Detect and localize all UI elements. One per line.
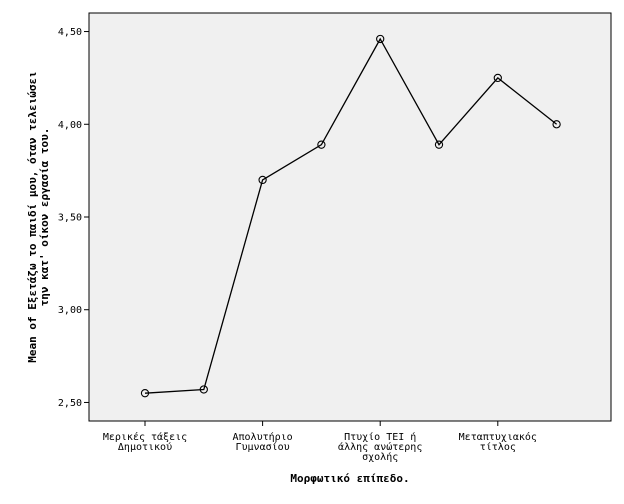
x-axis-title: Μορφωτικό επίπεδο. [290, 472, 409, 485]
x-axis: Μερικές τάξεις Δημοτικού Απολυτήριο Γυμνασί… [103, 421, 537, 463]
x-tick-label-line: Μερικές τάξεις [103, 431, 187, 443]
y-tick-label: 3,00 [58, 305, 82, 316]
x-tick-label-line: σχολής [362, 451, 398, 463]
x-tick-label-line: Δημοτικού [118, 441, 172, 453]
y-axis-title-line: την κατ' οίκον εργασία του. [38, 128, 51, 307]
data-point [140, 389, 150, 398]
x-tick-label-line: άλλης ανώτερης [338, 441, 422, 453]
y-tick-label: 4,50 [58, 27, 82, 38]
data-point [376, 34, 385, 44]
y-tick-label: 4,00 [58, 120, 82, 131]
x-tick-label-line: Πτυχίο ΤΕΙ ή [344, 431, 416, 443]
x-tick-label: Πτυχίο ΤΕΙ ή άλλης ανώτερης σχολής [338, 431, 422, 463]
data-point [317, 140, 326, 149]
data-point [493, 73, 502, 83]
x-tick-label-line: Μεταπτυχιακός [459, 431, 537, 443]
x-tick-label: Μερικές τάξεις Δημοτικού [103, 431, 187, 453]
data-point [199, 385, 208, 394]
y-tick-label: 2,50 [58, 398, 82, 409]
y-axis-title-line: Mean of Εξετάζω το παιδί μου, όταν τελει… [26, 71, 39, 362]
series-markers [140, 34, 561, 398]
series-line [144, 37, 558, 394]
x-tick-label-line: Απολυτήριο [232, 431, 292, 443]
y-axis: 2,50 3,00 3,50 4,00 4,50 [58, 27, 89, 409]
y-axis-title: Mean of Εξετάζω το παιδί μου, όταν τελει… [26, 71, 51, 362]
plot-area [88, 12, 612, 422]
data-point [552, 120, 561, 129]
y-tick-label: 3,50 [58, 213, 82, 224]
x-tick-label: Απολυτήριο Γυμνασίου [232, 431, 292, 453]
x-tick-label-line: Γυμνασίου [236, 441, 290, 453]
x-tick-label: Μεταπτυχιακός τίτλος [459, 431, 537, 453]
data-point [434, 140, 444, 149]
data-point [258, 175, 267, 185]
x-tick-label-line: τίτλος [480, 441, 516, 453]
